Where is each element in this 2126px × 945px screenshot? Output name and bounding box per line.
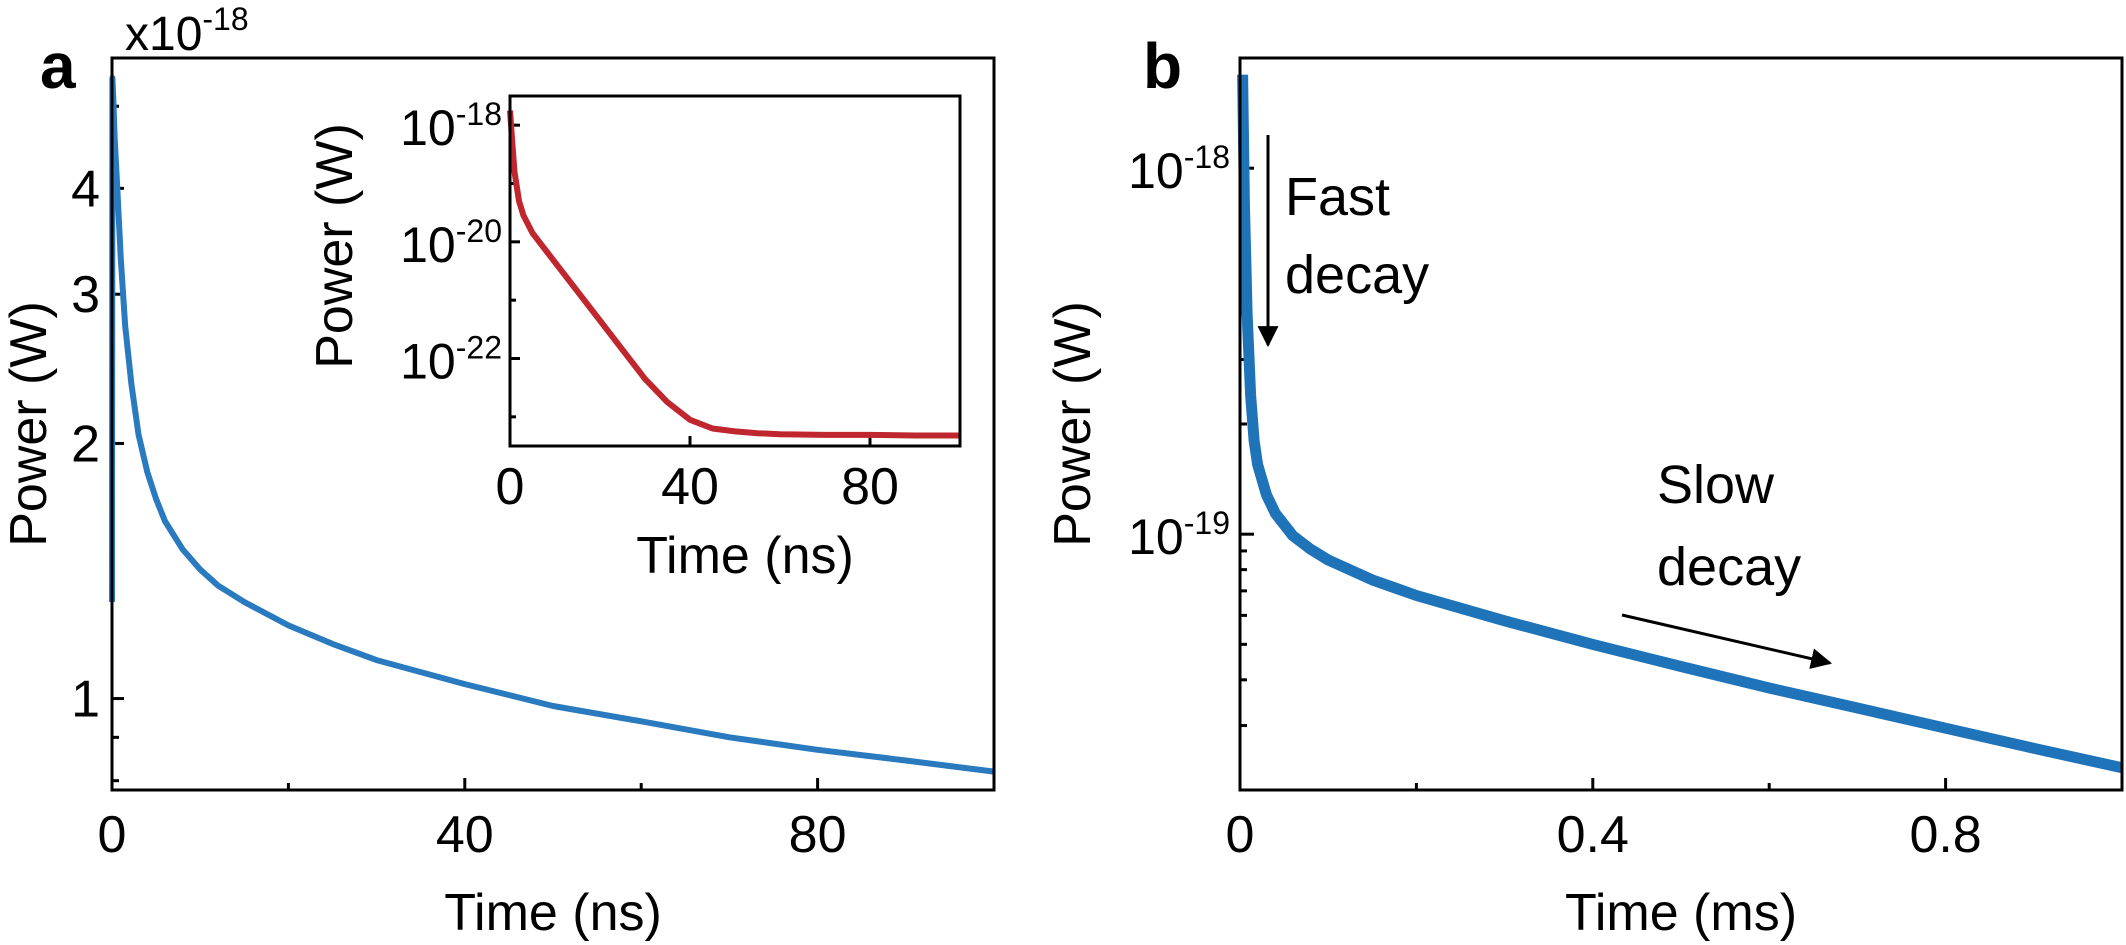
slow-decay-arrow [1621,613,1833,669]
inset-y-tick-label-base: 10 [400,217,456,273]
slow-decay-label-line-2: decay [1657,537,1801,597]
panel-a-y-multiplier-exponent: -18 [202,1,248,37]
inset-y-tick-label: 10-22 [400,330,502,390]
slow-decay-label-line-1: Slow [1657,455,1775,515]
panel-a-x-tick-label: 80 [789,806,847,864]
panel-a-inset-frame [508,94,962,448]
panel-a-label: a [40,30,76,102]
slow-decay-annotation: Slow decay [1621,455,1833,669]
panel-b-label: b [1143,30,1182,102]
inset-x-tick-label: 0 [496,458,525,516]
inset-series-line [507,110,960,439]
panel-a-y-tick-label: 2 [71,415,100,473]
panel-b-y-tick-label: 10-18 [1128,139,1230,199]
inset-y-tick-label-exponent: -22 [456,330,502,366]
panel-a-frame [110,56,996,792]
panel-a-x-label: Time (ns) [444,884,662,942]
inset-y-tick-label-exponent: -20 [456,213,502,249]
panel-b-x-tick-label: 0.8 [1909,806,1981,864]
panel-b-y-tick-label-exponent: -18 [1184,139,1230,175]
panel-b-y-tick-label: 10-19 [1128,505,1230,565]
panel-a-series-line [109,74,995,775]
panel-a-inset-x-label: Time (ns) [636,527,854,585]
panel-a-series [109,74,995,775]
panel-a-inset-background [510,96,960,446]
panel-b-y-tick-label-exponent: -19 [1184,505,1230,541]
panel-a-y-multiplier: x10-18 [125,1,249,61]
panel-a-y-tick-label: 4 [71,160,100,218]
inset-x-tick-label: 80 [841,458,899,516]
inset-y-tick-label: 10-20 [400,213,502,273]
fast-decay-label-line-1: Fast [1285,167,1390,227]
panel-b-x-tick-label: 0.4 [1557,806,1629,864]
panel-b-frame [1238,56,2124,792]
inset-y-tick-label: 10-18 [400,96,502,156]
panel-b-x-tick-label: 0 [1226,806,1255,864]
panel-b-y-tick-label-base: 10 [1128,143,1184,199]
panel-a-axes: 0 40 80 1 2 3 4 [71,104,996,864]
panel-b-y-label: Power (W) [1044,301,1102,547]
panel-a-inset-series [507,110,960,439]
fast-decay-label-line-2: decay [1285,245,1429,305]
panel-a-inset-y-label: Power (W) [306,123,364,369]
panel-a-x-tick-label: 0 [98,806,127,864]
panel-b-series [1237,74,2124,774]
fast-decay-annotation: Fast decay [1257,135,1429,348]
inset-y-tick-label-base: 10 [400,334,456,390]
panel-a-y-label: Power (W) [0,301,58,547]
panel-b-y-tick-label-base: 10 [1128,509,1184,565]
panel-a-y-tick-label: 3 [71,266,100,324]
inset-y-tick-label-base: 10 [400,100,456,156]
panel-b-series-line [1237,74,2124,774]
inset-x-tick-label: 40 [661,458,719,516]
panel-a-y-multiplier-base: x10 [125,8,202,61]
inset-y-tick-label-exponent: -18 [456,96,502,132]
panel-b-x-label: Time (ms) [1565,884,1797,942]
panel-a-y-tick-label: 1 [71,671,100,729]
panel-a-x-tick-label: 40 [436,806,494,864]
